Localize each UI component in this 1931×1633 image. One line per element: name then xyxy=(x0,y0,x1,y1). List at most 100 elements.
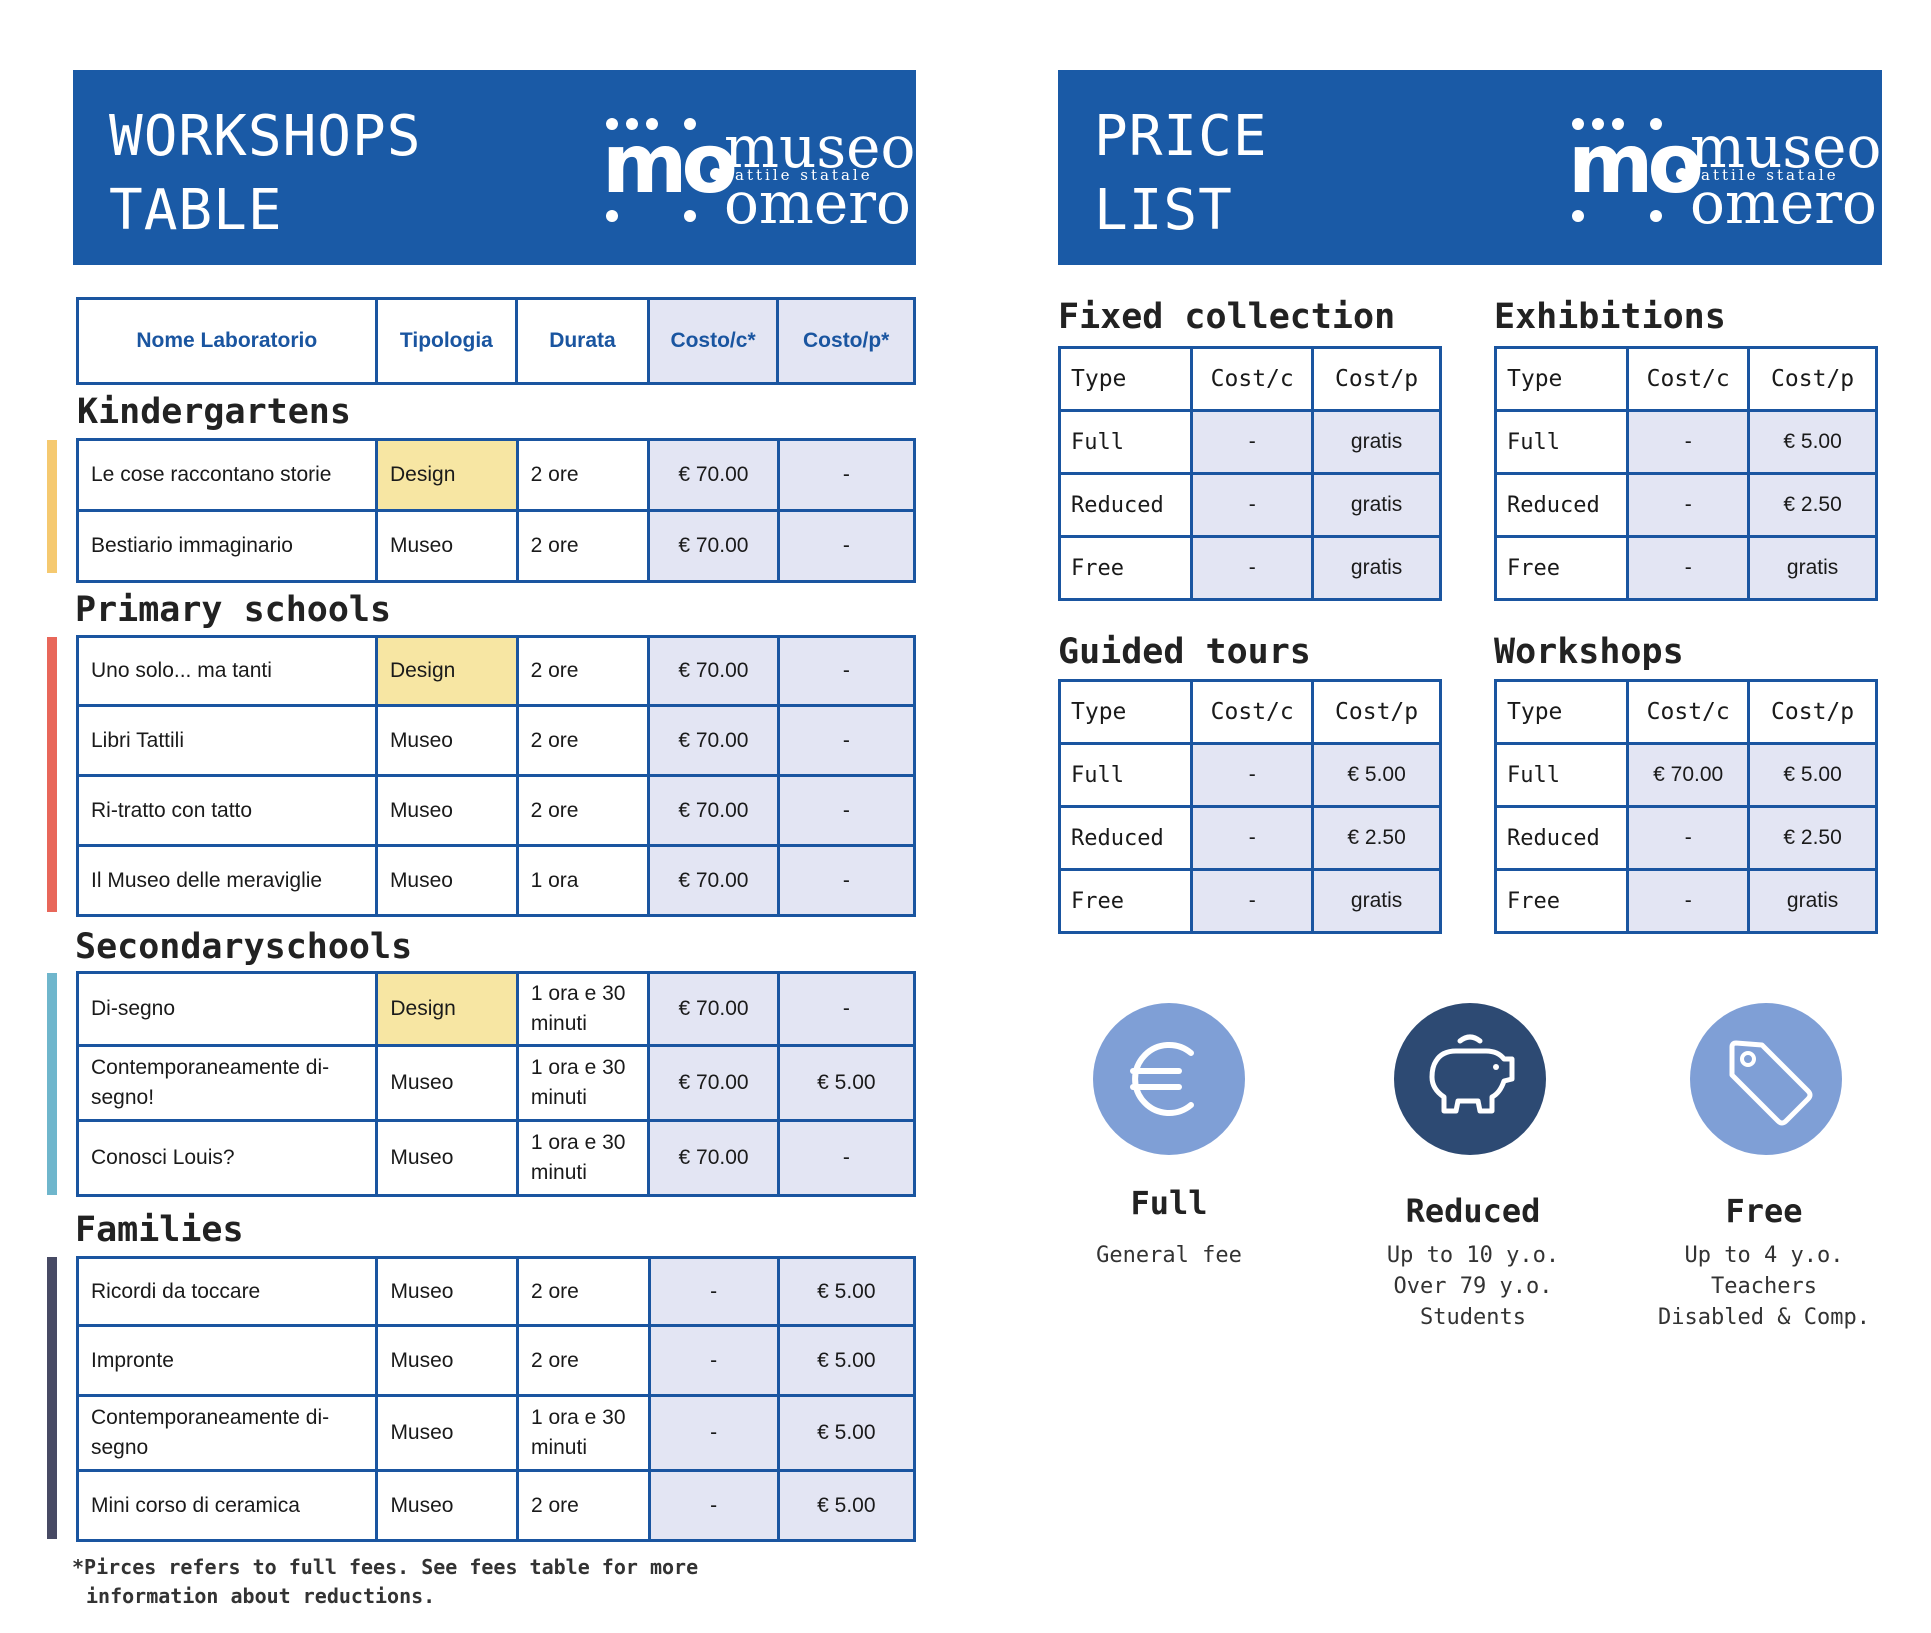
workshop-name: Le cose raccontano storie xyxy=(76,438,378,512)
section-bar-kindergartens xyxy=(47,440,57,573)
workshop-type: Museo xyxy=(375,509,519,583)
workshop-cost-c: € 70.00 xyxy=(647,1044,780,1122)
fee-desc-free: Up to 4 y.o. Teachers Disabled & Comp. xyxy=(1658,1243,1870,1330)
table-row: Reduced - € 2.50 xyxy=(1057,805,1442,871)
workshop-cost-c: € 70.00 xyxy=(647,1119,780,1197)
table-row: Full - € 5.00 xyxy=(1057,742,1442,808)
table-row: Contemporaneamente di-segno Museo 1 ora … xyxy=(75,1394,917,1472)
workshop-name: Conosci Louis? xyxy=(75,1119,379,1197)
workshop-cost-c: € 70.00 xyxy=(647,774,780,847)
table-row: Reduced - gratis xyxy=(1057,472,1442,538)
table-row: Conosci Louis? Museo 1 ora e 30 minuti €… xyxy=(75,1119,917,1197)
workshop-name: Bestiario immaginario xyxy=(76,509,378,583)
workshop-cost-p: € 5.00 xyxy=(776,1394,917,1472)
section-title-secondary-schools: Secondaryschools xyxy=(75,927,413,967)
workshop-duration: 2 ore xyxy=(515,1324,651,1397)
table-row: Free - gratis xyxy=(1493,535,1878,601)
workshop-cost-p: € 5.00 xyxy=(776,1044,917,1122)
workshop-name: Impronte xyxy=(75,1324,379,1397)
price-table-title-exhibitions: Exhibitions xyxy=(1494,297,1726,337)
workshop-cost-p: € 5.00 xyxy=(776,1469,917,1542)
workshop-name: Ri-tratto con tatto xyxy=(76,774,378,847)
fee-label-full: Full xyxy=(1130,1184,1208,1222)
price-table-title-guided-tours: Guided tours xyxy=(1058,632,1311,672)
workshop-cost-c: € 70.00 xyxy=(647,635,780,707)
table-header-row: Type Cost/c Cost/p xyxy=(1057,679,1442,745)
table-row: Uno solo... ma tanti Design 2 ore € 70.0… xyxy=(76,635,917,707)
workshop-type: Museo xyxy=(375,1256,519,1327)
table-row: Di-segno Design 1 ora e 30 minuti € 70.0… xyxy=(75,971,917,1047)
price-table-title-fixed-collection: Fixed collection xyxy=(1058,297,1396,337)
workshop-name: Il Museo delle meraviglie xyxy=(76,844,378,917)
workshop-cost-c: - xyxy=(647,1324,780,1397)
workshop-type: Museo xyxy=(374,844,519,917)
workshop-name: Mini corso di ceramica xyxy=(75,1469,379,1542)
workshop-name: Contemporaneamente di-segno xyxy=(75,1394,379,1472)
workshop-cost-c: - xyxy=(647,1394,780,1472)
workshop-type: Design xyxy=(374,635,519,707)
workshop-name: Contemporaneamente di-segno! xyxy=(75,1044,379,1122)
footnote: *Pirces refers to full fees. See fees ta… xyxy=(72,1555,699,1608)
workshop-duration: 2 ore xyxy=(515,1469,651,1542)
price-list-header: PRICE LIST mo museo tattile statale omer… xyxy=(1058,70,1882,265)
workshop-type: Museo xyxy=(375,1044,519,1122)
workshop-cost-c: € 70.00 xyxy=(647,509,780,583)
section-title-primary-schools: Primary schools xyxy=(75,590,392,630)
workshop-duration: 2 ore xyxy=(515,704,651,777)
workshop-cost-c: € 70.00 xyxy=(647,438,780,512)
section-title-families: Families xyxy=(75,1210,244,1250)
workshop-type: Museo xyxy=(375,1394,519,1472)
fee-desc-reduced: Up to 10 y.o. Over 79 y.o. Students xyxy=(1386,1243,1560,1330)
section-table-families: Ricordi da toccare Museo 2 ore - € 5.00 … xyxy=(75,1256,917,1542)
table-row: Il Museo delle meraviglie Museo 1 ora € … xyxy=(76,844,917,917)
workshop-cost-c: € 70.00 xyxy=(647,704,780,777)
price-table-fixed-collection: Type Cost/c Cost/p Full - gratis Reduced… xyxy=(1057,346,1442,601)
workshop-type: Museo xyxy=(375,1324,519,1397)
workshop-type: Museo xyxy=(374,704,519,777)
workshop-duration: 1 ora xyxy=(515,844,651,917)
table-header-row: Type Cost/c Cost/p xyxy=(1057,346,1442,412)
workshop-name: Ricordi da toccare xyxy=(75,1256,379,1327)
table-row: Full € 70.00 € 5.00 xyxy=(1493,742,1878,808)
table-row: Full - gratis xyxy=(1057,409,1442,475)
workshop-name: Uno solo... ma tanti xyxy=(76,635,378,707)
workshop-cost-p: - xyxy=(776,844,917,917)
table-row: Libri Tattili Museo 2 ore € 70.00 - xyxy=(76,704,917,777)
price-list-title: PRICE LIST xyxy=(1094,104,1268,243)
workshop-cost-p: € 5.00 xyxy=(776,1324,917,1397)
col-tipologia: Tipologia xyxy=(374,297,519,385)
table-row: Impronte Museo 2 ore - € 5.00 xyxy=(75,1324,917,1397)
workshop-cost-p: - xyxy=(776,635,917,707)
workshops-header: WORKSHOPS TABLE mo museo tattile statale… xyxy=(73,70,916,265)
workshop-cost-p: - xyxy=(776,774,917,847)
museo-omero-logo: mo museo tattile statale omero xyxy=(1568,113,1882,237)
workshop-cost-p: € 5.00 xyxy=(776,1256,917,1327)
price-tag-icon xyxy=(1690,1003,1842,1155)
section-table-secondary-schools: Di-segno Design 1 ora e 30 minuti € 70.0… xyxy=(75,971,917,1197)
workshop-duration: 2 ore xyxy=(515,509,651,583)
euro-icon xyxy=(1093,1003,1245,1155)
fee-desc-full: General fee xyxy=(1096,1243,1242,1268)
workshop-cost-c: - xyxy=(647,1256,780,1327)
workshop-duration: 1 ora e 30 minuti xyxy=(515,971,651,1047)
table-header-row: Type Cost/c Cost/p xyxy=(1493,346,1878,412)
workshop-cost-p: - xyxy=(776,509,917,583)
section-table-kindergartens: Le cose raccontano storie Design 2 ore €… xyxy=(76,438,917,583)
table-row: Mini corso di ceramica Museo 2 ore - € 5… xyxy=(75,1469,917,1542)
section-bar-families xyxy=(47,1257,57,1539)
table-row: Le cose raccontano storie Design 2 ore €… xyxy=(76,438,917,512)
table-row: Ri-tratto con tatto Museo 2 ore € 70.00 … xyxy=(76,774,917,847)
workshop-type: Museo xyxy=(375,1469,519,1542)
price-table-exhibitions: Type Cost/c Cost/p Full - € 5.00 Reduced… xyxy=(1493,346,1878,601)
workshop-type: Design xyxy=(375,438,519,512)
museo-omero-logo: mo museo tattile statale omero xyxy=(602,113,916,237)
section-bar-primary-schools xyxy=(47,637,57,912)
col-nome-laboratorio: Nome Laboratorio xyxy=(76,297,378,385)
table-row: Ricordi da toccare Museo 2 ore - € 5.00 xyxy=(75,1256,917,1327)
table-row: Contemporaneamente di-segno! Museo 1 ora… xyxy=(75,1044,917,1122)
section-title-kindergartens: Kindergartens xyxy=(77,392,351,432)
fee-label-reduced: Reduced xyxy=(1405,1192,1541,1230)
workshop-cost-p: - xyxy=(776,971,917,1047)
table-row: Reduced - € 2.50 xyxy=(1493,472,1878,538)
table-header-row: Type Cost/c Cost/p xyxy=(1493,679,1878,745)
